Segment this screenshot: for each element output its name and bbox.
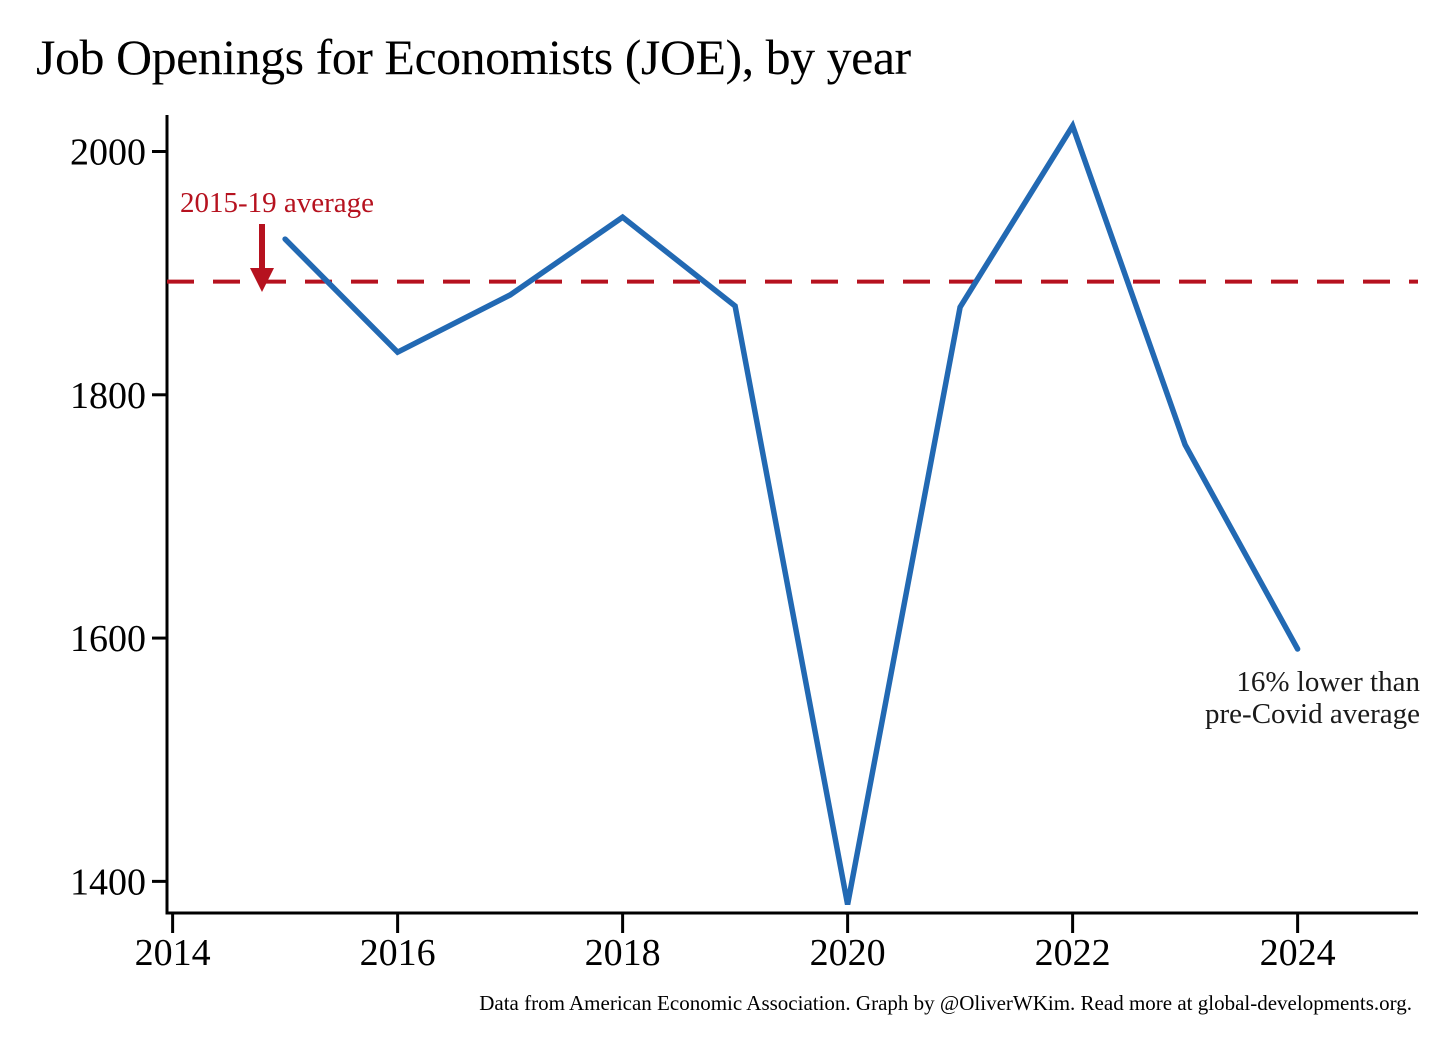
chart-title: Job Openings for Economists (JOE), by ye… — [36, 29, 911, 85]
average-annotation: 2015-19 average — [180, 187, 374, 292]
note-line-1: 16% lower than — [1236, 666, 1420, 698]
y-tick-label: 1800 — [70, 375, 146, 417]
arrow-head-icon — [250, 268, 274, 292]
x-tick-label: 2016 — [360, 932, 436, 974]
note-line-2: pre-Covid average — [1205, 698, 1420, 730]
data-line-series — [282, 119, 1301, 906]
y-tick-label: 1600 — [70, 618, 146, 660]
x-tick-label: 2024 — [1260, 932, 1336, 974]
x-tick-label: 2020 — [810, 932, 886, 974]
average-line-label: 2015-19 average — [180, 187, 374, 219]
data-line-group — [282, 119, 1301, 906]
axes-group: 1400 1600 1800 2000 2014 2016 2018 2020 2022 2024 — [70, 115, 1418, 974]
x-tick-label: 2022 — [1035, 932, 1111, 974]
note-annotation: 16% lower than pre-Covid average — [1205, 666, 1420, 730]
source-note: Data from American Economic Association.… — [479, 991, 1412, 1015]
y-tick-label: 2000 — [70, 131, 146, 173]
x-tick-label: 2018 — [585, 932, 661, 974]
x-tick-label: 2014 — [135, 932, 211, 974]
y-tick-label: 1400 — [70, 861, 146, 903]
